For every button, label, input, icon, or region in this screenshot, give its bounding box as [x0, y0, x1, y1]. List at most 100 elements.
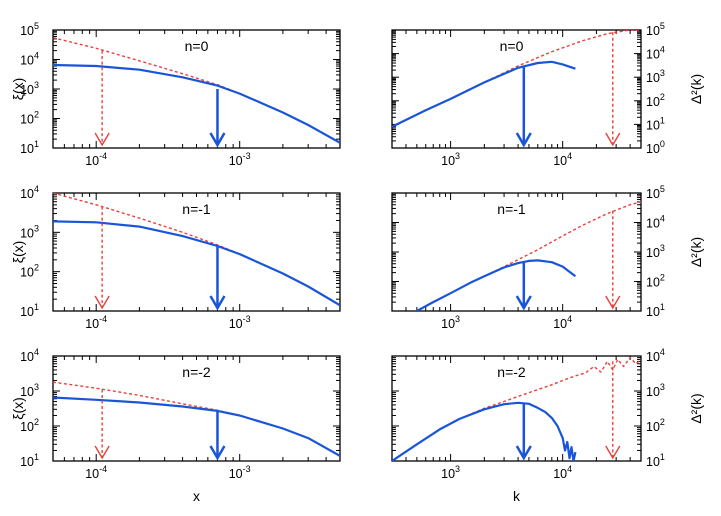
y-axis-label: Δ²(k) — [688, 393, 704, 423]
series-line-simulation — [53, 63, 340, 144]
series-line-simulation — [53, 220, 340, 307]
x-tick-label: 104 — [553, 151, 572, 168]
y-tick-label: 100 — [646, 139, 665, 156]
arrow-head — [94, 295, 110, 310]
arrow-head — [605, 445, 621, 460]
y-tick-label: 101 — [646, 115, 665, 132]
series-line-simulation — [416, 259, 577, 311]
y-tick-label: 104 — [20, 347, 39, 364]
series-group — [392, 356, 641, 461]
panel-xi-n-2: 10-4 10-3 101 102 103 104 ξ(x) n=-2 — [10, 347, 341, 481]
panel-title: n=-1 — [182, 201, 211, 217]
panel-title: n=-2 — [182, 364, 211, 380]
panel-delta-n-2: 103 104 101 102 103 104 Δ²(k) n=-2 — [391, 347, 704, 481]
series-group — [392, 30, 641, 128]
arrow-head — [515, 132, 532, 148]
y-tick-label: 103 — [646, 243, 665, 260]
series-group — [53, 381, 340, 457]
y-tick-label: 104 — [646, 45, 665, 62]
y-tick-label: 104 — [646, 214, 665, 231]
x-tick-label: 104 — [553, 314, 572, 331]
arrow-head — [605, 132, 621, 147]
y-axis-label: ξ(x) — [10, 397, 26, 420]
y-tick-label: 101 — [646, 302, 665, 319]
panel-title: n=0 — [185, 38, 209, 54]
y-tick-label: 105 — [20, 21, 39, 38]
y-ticks — [392, 355, 641, 462]
y-tick-label: 103 — [20, 223, 39, 240]
y-tick-label: 105 — [646, 184, 665, 201]
panel-xi-n-1: 10-4 10-3 101 102 103 104 ξ(x) n=-1 — [10, 184, 341, 331]
series-line-simulation — [392, 401, 577, 461]
arrow-simulation — [209, 410, 226, 461]
series-line-simulation — [392, 60, 576, 128]
arrow-linear — [605, 32, 621, 147]
y-tick-label: 101 — [20, 139, 39, 156]
arrow-linear — [94, 389, 110, 460]
y-tick-label: 103 — [646, 382, 665, 399]
y-tick-label: 103 — [20, 80, 39, 97]
x-tick-label: 10-4 — [85, 314, 107, 331]
y-ticks — [53, 192, 340, 312]
arrow-simulation — [209, 89, 226, 148]
series-group — [53, 37, 340, 144]
y-axis-label: Δ²(k) — [688, 74, 704, 104]
series-line-linear — [53, 381, 340, 457]
x-ticks — [391, 356, 642, 461]
x-tick-label: 10-4 — [85, 151, 107, 168]
arrow-head — [515, 445, 532, 461]
arrow-linear — [94, 206, 110, 310]
arrow-linear — [605, 361, 621, 460]
arrow-simulation — [515, 65, 532, 148]
y-ticks — [53, 29, 340, 149]
series-group — [416, 201, 641, 311]
y-tick-label: 103 — [646, 68, 665, 85]
x-tick-label: 10-3 — [229, 464, 251, 481]
x-tick-label: 103 — [441, 314, 460, 331]
panel-title: n=0 — [500, 38, 524, 54]
y-axis-label: ξ(x) — [10, 78, 26, 101]
y-ticks — [392, 192, 641, 312]
x-ticks — [52, 30, 341, 148]
panel-delta-n-1: 103 104 101 102 103 104 105 Δ²(k) n=-1 — [391, 184, 704, 331]
arrow-head — [94, 445, 110, 460]
arrow-linear — [94, 50, 110, 147]
x-tick-label: 10-4 — [85, 464, 107, 481]
arrow-simulation — [515, 261, 532, 311]
plot-frame — [391, 355, 642, 462]
series-line-linear — [416, 201, 641, 311]
panel-delta-n0: 103 104 100 101 102 103 104 105 Δ²(k) n=0 — [391, 21, 704, 168]
panel-title: n=-1 — [497, 201, 526, 217]
y-tick-label: 102 — [646, 273, 665, 290]
x-ticks — [52, 193, 341, 311]
y-tick-label: 102 — [646, 92, 665, 109]
y-tick-label: 102 — [20, 110, 39, 127]
y-axis-label: ξ(x) — [10, 241, 26, 264]
arrow-simulation — [209, 245, 226, 311]
y-tick-label: 104 — [646, 347, 665, 364]
plot-frame — [391, 29, 642, 149]
y-tick-label: 102 — [20, 263, 39, 280]
y-tick-label: 102 — [646, 417, 665, 434]
panel-xi-n0: 10-4 10-3 101 102 103 104 105 ξ(x) n=0 — [10, 21, 341, 168]
x-tick-label: 10-3 — [229, 314, 251, 331]
arrow-simulation — [515, 403, 532, 461]
x-axis-label-left: x — [193, 488, 200, 504]
arrow-head — [209, 445, 226, 461]
y-ticks — [53, 355, 340, 462]
x-ticks — [52, 356, 341, 461]
arrow-head — [605, 295, 621, 310]
y-tick-label: 101 — [20, 302, 39, 319]
y-tick-label: 104 — [20, 51, 39, 68]
y-tick-label: 101 — [646, 452, 665, 469]
x-tick-label: 104 — [553, 464, 572, 481]
arrow-head — [515, 295, 532, 311]
x-tick-label: 103 — [441, 151, 460, 168]
y-axis-label: Δ²(k) — [688, 237, 704, 267]
arrow-linear — [605, 210, 621, 310]
arrow-head — [209, 132, 226, 148]
x-axis-label-right: k — [513, 488, 521, 504]
y-tick-label: 101 — [20, 452, 39, 469]
y-tick-label: 105 — [646, 21, 665, 38]
